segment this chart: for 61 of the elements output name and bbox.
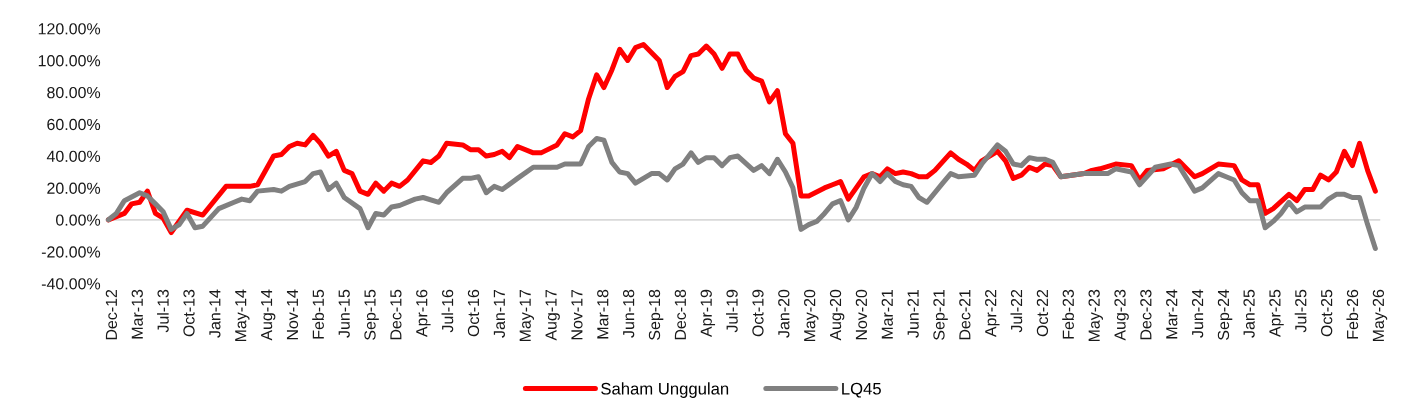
x-tick-label: May-26 (1372, 289, 1388, 342)
x-tick-label: Jun-18 (622, 289, 635, 338)
legend-label: LQ45 (842, 382, 881, 398)
x-tick-label: Apr-22 (985, 289, 1000, 338)
x-tick-label: Oct-16 (467, 289, 480, 337)
x-tick-label: Oct-13 (183, 289, 195, 337)
x-tick-label: Aug-23 (1114, 289, 1129, 341)
x-tick-label: Jun-15 (338, 289, 350, 338)
x-tick-label: Aug-20 (829, 289, 845, 341)
x-tick-label: May-20 (804, 289, 819, 342)
x-tick-label: Jul-13 (157, 289, 169, 333)
x-tick-label: Jun-24 (1191, 289, 1204, 338)
y-tick-label: 80.00% (47, 86, 101, 99)
x-tick-label: Nov-17 (571, 289, 583, 340)
x-tick-label: Mar-18 (597, 289, 609, 339)
x-tick-label: Dec-23 (1140, 289, 1152, 340)
x-tick-label: Sep-21 (933, 289, 948, 340)
x-tick-label: Apr-16 (416, 289, 431, 338)
x-tick-label: Jul-19 (726, 289, 738, 333)
x-tick-label: Aug-17 (545, 289, 560, 341)
legend-label: Saham Unggulan (601, 382, 729, 398)
x-tick-label: Dec-21 (959, 289, 971, 340)
x-tick-label: Nov-20 (855, 289, 868, 340)
x-tick-label: Dec-18 (674, 289, 687, 340)
x-tick-label: Oct-19 (752, 289, 764, 337)
y-tick-label: -20.00% (41, 246, 101, 258)
y-tick-label: 60.00% (47, 118, 101, 131)
x-tick-label: Feb-23 (1062, 289, 1074, 339)
y-tick-label: 0.00% (56, 214, 101, 226)
x-tick-label: Dec-12 (105, 289, 118, 340)
x-tick-label: Feb-15 (312, 289, 324, 339)
x-tick-label: Sep-24 (1217, 289, 1233, 340)
x-tick-label: Jan-17 (493, 289, 505, 338)
x-tick-label: Sep-15 (364, 289, 379, 340)
y-tick-label: 120.00% (38, 23, 101, 35)
x-tick-label: May-14 (235, 289, 250, 342)
x-tick-label: May-23 (1088, 289, 1103, 342)
x-tick-label: Oct-25 (1321, 289, 1333, 337)
x-tick-label: Apr-25 (1269, 289, 1284, 338)
y-tick-label: 100.00% (38, 55, 101, 67)
x-tick-label: Oct-22 (1036, 289, 1049, 337)
y-tick-label: 20.00% (47, 182, 101, 194)
x-tick-label: Jul-25 (1294, 289, 1307, 333)
x-tick-label: Mar-13 (131, 289, 143, 339)
x-tick-label: Jan-20 (778, 289, 790, 338)
x-tick-label: Jan-25 (1243, 289, 1255, 338)
x-tick-label: Apr-19 (700, 289, 716, 338)
x-tick-label: May-17 (519, 289, 534, 342)
y-tick-label: -40.00% (41, 278, 101, 290)
x-tick-label: Jul-16 (441, 289, 454, 333)
y-tick-label: 40.00% (46, 150, 101, 162)
x-tick-label: Dec-15 (390, 289, 402, 340)
x-tick-label: Jun-21 (907, 289, 919, 338)
x-tick-label: Mar-24 (1166, 289, 1178, 339)
x-tick-label: Jul-22 (1010, 289, 1023, 333)
x-tick-label: Aug-14 (261, 289, 276, 341)
x-tick-label: Nov-14 (286, 289, 299, 340)
x-tick-label: Feb-26 (1346, 289, 1359, 339)
x-tick-label: Mar-21 (881, 289, 893, 339)
x-tick-label: Sep-18 (648, 289, 664, 340)
x-tick-label: Jan-14 (209, 289, 221, 338)
